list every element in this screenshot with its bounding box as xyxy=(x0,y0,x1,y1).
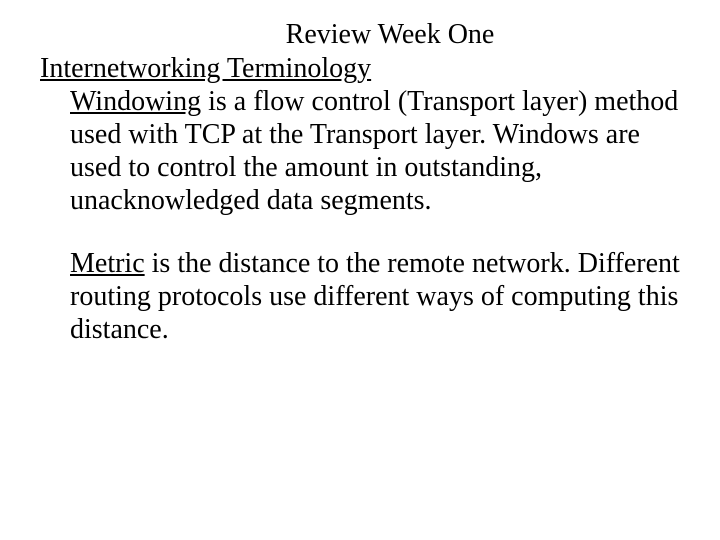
definition-metric: is the distance to the remote network. D… xyxy=(70,248,680,345)
paragraph-metric: Metric is the distance to the remote net… xyxy=(40,247,680,346)
slide-title: Review Week One xyxy=(40,18,680,52)
paragraph-windowing: Windowing is a flow control (Transport l… xyxy=(40,85,680,217)
term-windowing: Windowing xyxy=(70,86,201,117)
term-metric: Metric xyxy=(70,248,145,279)
section-heading: Internetworking Terminology xyxy=(40,52,680,86)
